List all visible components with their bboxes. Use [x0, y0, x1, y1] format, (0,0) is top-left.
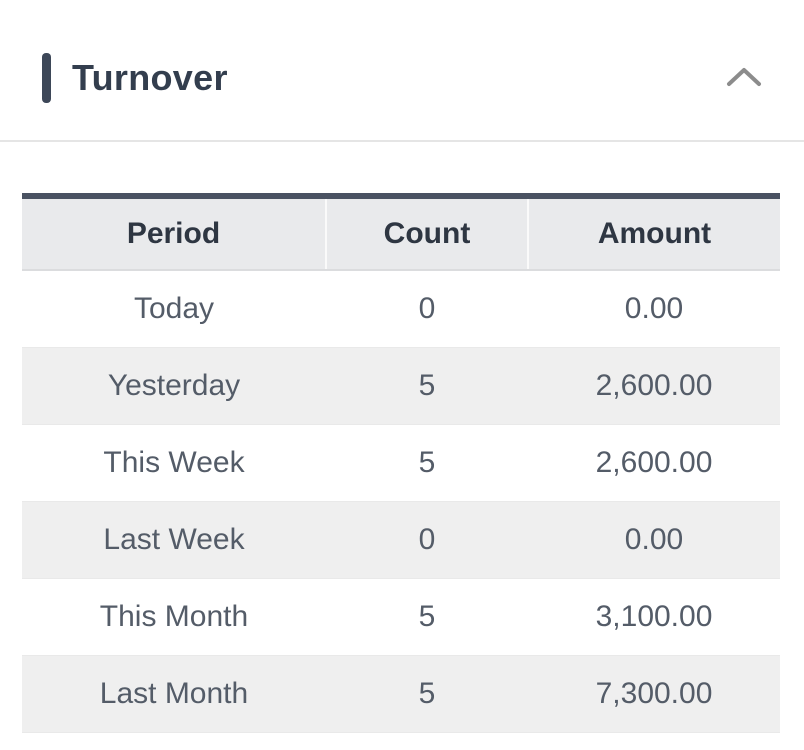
cell-count: 5	[326, 424, 528, 502]
card-title: Turnover	[72, 57, 228, 98]
table-row: This Week 5 2,600.00	[22, 424, 780, 502]
collapse-button[interactable]	[724, 64, 764, 92]
table-row: This Month 5 3,100.00	[22, 578, 780, 656]
table-row: Last Month 5 7,300.00	[22, 655, 780, 733]
cell-amount: 0.00	[528, 501, 780, 579]
column-header-amount[interactable]: Amount	[527, 196, 780, 271]
cell-amount: 0.00	[528, 270, 780, 348]
table-row: Today 0 0.00	[22, 270, 780, 348]
chevron-up-icon	[727, 68, 761, 86]
header-divider	[0, 140, 804, 142]
cell-amount: 7,300.00	[528, 655, 780, 733]
cell-count: 0	[326, 501, 528, 579]
column-header-period[interactable]: Period	[22, 196, 326, 271]
turnover-table: Period Count Amount Today 0 0.00 Yesterd…	[22, 193, 780, 733]
cell-amount: 2,600.00	[528, 347, 780, 425]
cell-count: 5	[326, 578, 528, 656]
column-header-count[interactable]: Count	[325, 196, 528, 271]
cell-count: 5	[326, 347, 528, 425]
cell-period: This Week	[22, 424, 326, 502]
cell-count: 0	[326, 270, 528, 348]
title-accent-bar	[42, 53, 51, 103]
cell-period: Last Week	[22, 501, 326, 579]
cell-period: Yesterday	[22, 347, 326, 425]
table-header-row: Period Count Amount	[22, 196, 780, 271]
cell-period: This Month	[22, 578, 326, 656]
cell-amount: 3,100.00	[528, 578, 780, 656]
table-row: Last Week 0 0.00	[22, 501, 780, 579]
turnover-card: Turnover Period Count Amount Today 0 0.0…	[0, 52, 804, 750]
cell-count: 5	[326, 655, 528, 733]
cell-period: Last Month	[22, 655, 326, 733]
card-header: Turnover	[42, 52, 764, 104]
cell-amount: 2,600.00	[528, 424, 780, 502]
table-row: Yesterday 5 2,600.00	[22, 347, 780, 425]
cell-period: Today	[22, 270, 326, 348]
